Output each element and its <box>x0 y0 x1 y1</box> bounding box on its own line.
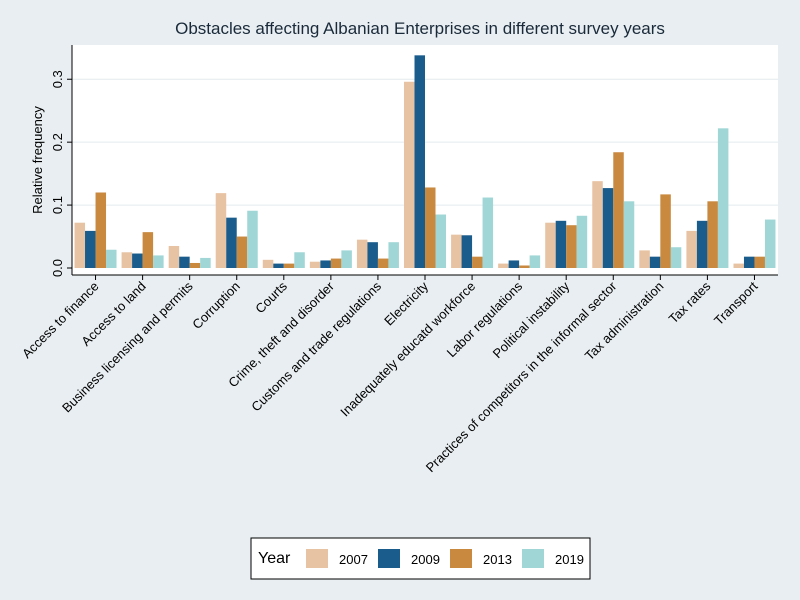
bar <box>283 263 295 268</box>
bar <box>179 256 190 268</box>
y-axis-label: Relative frequency <box>30 106 45 214</box>
bar <box>294 252 305 268</box>
bar <box>200 257 211 268</box>
bar <box>189 262 201 268</box>
bar <box>754 256 765 268</box>
bar <box>461 235 473 268</box>
bar <box>425 187 436 268</box>
bar <box>247 210 258 268</box>
bar <box>519 265 530 268</box>
bar <box>215 193 227 268</box>
legend-swatch <box>306 549 328 568</box>
bar <box>602 188 614 268</box>
legend-label: 2007 <box>339 552 368 567</box>
bar <box>498 263 509 268</box>
bar <box>356 239 368 268</box>
bar <box>142 232 154 268</box>
chart-title: Obstacles affecting Albanian Enterprises… <box>175 19 665 38</box>
bar <box>660 194 671 268</box>
bar <box>566 225 577 268</box>
bar <box>482 197 494 268</box>
bar <box>341 250 352 268</box>
bar <box>743 256 755 268</box>
bar <box>388 242 399 268</box>
bar <box>764 219 776 268</box>
legend-label: 2013 <box>483 552 512 567</box>
legend-swatch <box>450 549 472 568</box>
bar <box>623 201 635 268</box>
bar <box>320 260 331 268</box>
bar <box>472 256 483 268</box>
bar <box>367 242 378 268</box>
bar <box>226 217 237 268</box>
bar <box>404 81 415 268</box>
bar <box>508 260 520 268</box>
bar <box>592 181 603 268</box>
bar <box>435 214 446 268</box>
bar <box>132 253 143 268</box>
bars <box>74 55 776 268</box>
bar <box>545 222 556 268</box>
y-tick-label: 0.2 <box>50 133 65 151</box>
bar <box>686 230 697 268</box>
bar <box>555 220 567 268</box>
bar <box>733 263 744 268</box>
bar <box>377 258 389 268</box>
bar <box>649 256 661 268</box>
bar <box>613 152 624 268</box>
bar <box>168 245 180 268</box>
bar <box>330 258 342 268</box>
y-axis: 0.0 0.1 0.2 0.3 <box>50 45 73 277</box>
bar <box>236 236 248 268</box>
bar <box>670 247 682 268</box>
bar <box>717 128 729 268</box>
legend-title: Year <box>258 550 291 567</box>
bar <box>121 252 133 268</box>
legend-swatch <box>378 549 400 568</box>
y-tick-label: 0.1 <box>50 196 65 214</box>
bar <box>639 250 650 268</box>
y-tick-label: 0.0 <box>50 259 65 277</box>
bar <box>451 234 462 268</box>
bar <box>529 255 541 268</box>
y-tick-label: 0.3 <box>50 70 65 88</box>
bar <box>85 230 96 268</box>
bar <box>153 255 164 268</box>
legend-label: 2019 <box>555 552 584 567</box>
bar <box>106 249 117 268</box>
legend-label: 2009 <box>411 552 440 567</box>
legend: Year 2007 2009 2013 2019 <box>250 537 591 580</box>
bar <box>576 215 588 268</box>
legend-swatch <box>522 549 544 568</box>
bar <box>696 220 708 268</box>
bar <box>74 222 86 268</box>
bar <box>414 55 425 268</box>
bar <box>309 261 321 268</box>
bar <box>262 259 274 268</box>
bar <box>707 201 718 268</box>
bar <box>273 263 284 268</box>
legend-items: 2007 2009 2013 2019 <box>306 549 584 568</box>
bar <box>95 192 107 268</box>
